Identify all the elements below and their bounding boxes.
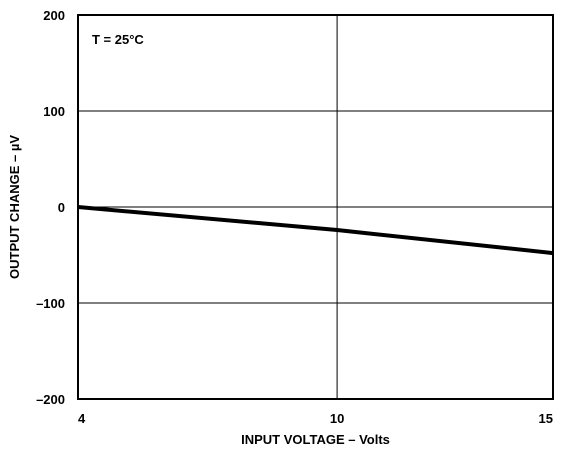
x-tick-label: 4 bbox=[78, 411, 86, 426]
y-tick-label: 100 bbox=[43, 104, 65, 119]
y-tick-label: –200 bbox=[36, 392, 65, 407]
series-layer bbox=[77, 205, 554, 256]
tick-label-layer: 200 100 0 –100 –200 4 10 15 bbox=[36, 8, 553, 426]
x-tick-label: 15 bbox=[539, 411, 553, 426]
grid-layer bbox=[78, 15, 553, 399]
series-line bbox=[77, 205, 554, 256]
y-tick-label: –100 bbox=[36, 296, 65, 311]
y-tick-label: 0 bbox=[58, 200, 65, 215]
plot-frame bbox=[77, 14, 554, 400]
temperature-annotation: T = 25°C bbox=[92, 32, 144, 47]
x-tick-label: 10 bbox=[330, 411, 344, 426]
y-tick-label: 200 bbox=[43, 8, 65, 23]
y-axis-title: OUTPUT CHANGE – µV bbox=[7, 135, 22, 279]
x-axis-title: INPUT VOLTAGE – Volts bbox=[241, 432, 390, 447]
